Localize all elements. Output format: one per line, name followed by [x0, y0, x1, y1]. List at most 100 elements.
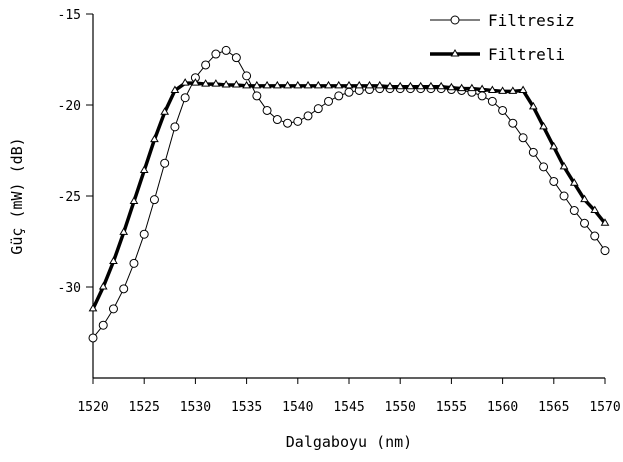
data-point-triangle	[272, 80, 282, 89]
data-point-triangle	[447, 82, 456, 91]
data-point-triangle	[293, 80, 303, 89]
legend-label-filtresiz: Filtresiz	[488, 11, 575, 30]
data-point-triangle	[426, 81, 436, 90]
data-point-circle	[334, 91, 344, 101]
data-point-circle	[559, 191, 569, 201]
data-point-circle	[149, 195, 159, 205]
series-filtreli	[88, 78, 610, 312]
data-point-circle	[221, 45, 231, 55]
data-point-circle	[272, 115, 282, 125]
data-point-circle	[528, 147, 538, 157]
legend-marker-triangle	[450, 49, 460, 57]
data-point-circle	[211, 49, 221, 59]
x-tick-label: 1560	[487, 400, 518, 415]
legend-label-filtreli: Filtreli	[488, 45, 565, 64]
data-point-circle	[108, 304, 118, 314]
data-point-triangle	[303, 80, 313, 89]
data-point-triangle	[467, 83, 477, 92]
data-point-triangle	[211, 79, 221, 87]
data-point-circle	[508, 118, 518, 128]
data-point-triangle	[88, 303, 98, 312]
data-point-triangle	[365, 80, 374, 89]
data-point-triangle	[436, 81, 446, 90]
data-point-circle	[201, 60, 211, 70]
data-point-circle	[88, 333, 98, 343]
data-point-circle	[139, 229, 149, 239]
x-tick-label: 1570	[589, 400, 620, 415]
data-point-circle	[160, 158, 170, 168]
data-point-circle	[477, 91, 487, 101]
x-tick-label: 1555	[436, 400, 467, 415]
data-point-circle	[313, 104, 323, 114]
data-point-circle	[590, 231, 600, 241]
data-point-triangle	[580, 194, 589, 203]
data-point-triangle	[231, 79, 241, 88]
data-point-triangle	[324, 80, 333, 89]
data-point-triangle	[528, 101, 538, 110]
data-point-triangle	[457, 83, 467, 92]
data-point-circle	[252, 91, 262, 101]
data-point-triangle	[334, 80, 344, 89]
data-point-triangle	[600, 218, 610, 226]
data-point-triangle	[170, 85, 180, 93]
data-point-triangle	[262, 80, 272, 89]
x-tick-label: 1565	[538, 400, 569, 415]
x-tick-label: 1535	[231, 400, 262, 415]
data-point-triangle	[406, 81, 415, 90]
legend: Filtresiz Filtreli	[430, 11, 575, 64]
data-point-circle	[180, 93, 190, 103]
data-point-triangle	[242, 80, 251, 89]
x-tick-label: 1530	[180, 400, 211, 415]
x-tick-label: 1550	[385, 400, 416, 415]
x-ticks: 1520 1525 1530 1535 1540 1545 1550 1555 1560 1565…	[77, 378, 621, 415]
x-tick-label: 1525	[129, 400, 160, 415]
data-point-triangle	[354, 80, 364, 89]
data-point-triangle	[252, 80, 262, 89]
data-point-triangle	[129, 196, 139, 204]
data-point-circle	[170, 122, 180, 132]
series-filtresiz	[88, 45, 610, 343]
x-tick-label: 1540	[282, 400, 313, 415]
data-point-triangle	[487, 85, 497, 93]
x-tick-label: 1545	[333, 400, 364, 415]
data-point-triangle	[160, 107, 170, 115]
y-tick-label: -25	[58, 190, 81, 205]
data-point-circle	[518, 133, 528, 143]
data-point-triangle	[109, 256, 118, 265]
data-point-triangle	[119, 227, 129, 235]
data-point-triangle	[590, 205, 600, 214]
data-point-triangle	[180, 78, 190, 86]
y-tick-label: -30	[58, 281, 81, 296]
data-point-circle	[580, 218, 590, 228]
data-point-triangle	[395, 81, 405, 90]
data-point-triangle	[221, 79, 231, 88]
data-point-triangle	[375, 80, 385, 89]
data-point-circle	[231, 53, 241, 63]
data-point-triangle	[498, 86, 507, 94]
data-point-triangle	[201, 79, 211, 87]
x-tick-label: 1520	[77, 400, 108, 415]
data-point-circle	[293, 116, 303, 126]
legend-marker-circle	[450, 15, 460, 25]
y-ticks: -15 -20 -25 -30	[58, 8, 93, 296]
data-point-triangle	[313, 80, 323, 89]
data-point-circle	[262, 105, 272, 115]
data-point-circle	[569, 206, 579, 216]
data-point-circle	[129, 258, 139, 268]
data-point-triangle	[283, 80, 292, 89]
data-point-triangle	[518, 85, 528, 93]
data-point-circle	[549, 176, 559, 186]
data-point-triangle	[191, 78, 200, 86]
data-point-circle	[283, 118, 293, 128]
data-point-triangle	[344, 80, 354, 89]
data-point-triangle	[139, 165, 149, 174]
legend-item-filtresiz: Filtresiz	[430, 11, 575, 30]
data-point-circle	[119, 284, 129, 294]
data-point-circle	[98, 320, 108, 330]
x-axis: 1520 1525 1530 1535 1540 1545 1550 1555 1560 1565…	[77, 377, 621, 415]
y-axis: -15 -20 -25 -30	[58, 8, 94, 378]
data-point-circle	[344, 87, 354, 97]
data-point-circle	[600, 246, 610, 256]
data-point-triangle	[559, 161, 569, 170]
